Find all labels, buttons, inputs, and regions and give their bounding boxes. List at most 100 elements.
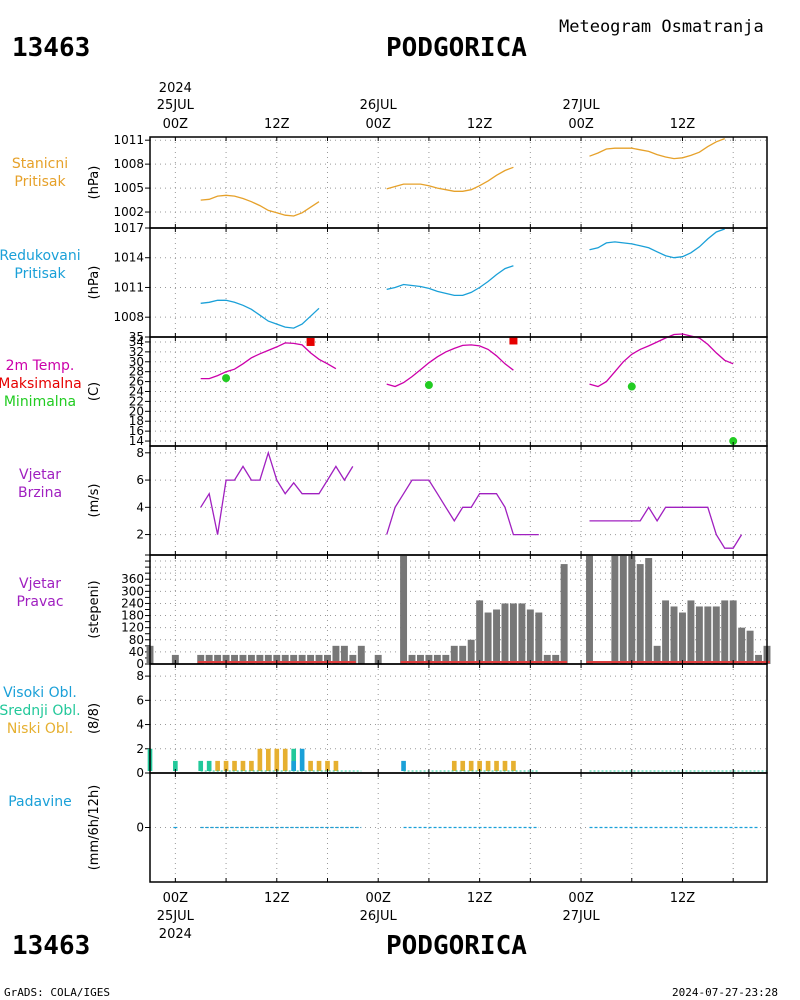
y-tick-label: 24 <box>129 385 144 399</box>
y-tick-label: 40 <box>129 645 144 659</box>
y-tick-label: 20 <box>129 404 144 418</box>
unit-label: (C) <box>87 382 102 401</box>
max-temp-marker <box>306 337 315 346</box>
panel-frame <box>149 136 768 229</box>
y-tick-label: 26 <box>129 375 144 389</box>
direction-bar <box>231 654 238 664</box>
direction-bar <box>501 603 509 664</box>
direction-bar <box>459 645 467 664</box>
direction-bar <box>433 654 441 664</box>
unit-label: (hPa) <box>87 266 102 300</box>
y-tick-label: 6 <box>136 473 144 487</box>
y-tick-label: 1011 <box>113 280 144 294</box>
direction-bar <box>467 639 475 664</box>
low-cloud-bar <box>451 760 457 771</box>
time-label-top: 00Z <box>568 117 594 132</box>
y-tick-label: 80 <box>129 633 144 647</box>
time-label-bottom: 2024 <box>159 927 192 942</box>
direction-bar <box>214 654 222 664</box>
time-label-bottom: 00Z <box>365 891 391 906</box>
min-temp-marker <box>729 437 738 446</box>
direction-bar <box>450 645 458 664</box>
time-label-top: 27JUL <box>562 98 600 113</box>
series-line <box>589 506 743 549</box>
low-cloud-bar <box>502 760 508 771</box>
side-label: Vjetar <box>19 576 61 592</box>
low-cloud-bar <box>223 760 229 771</box>
mid-cloud-bar <box>206 760 212 771</box>
y-tick-label: 0 <box>136 766 144 780</box>
station-name-top: PODGORICA <box>386 33 527 63</box>
side-label: Brzina <box>18 485 62 501</box>
direction-bar <box>442 654 450 664</box>
time-label-bottom: 12Z <box>670 891 696 906</box>
direction-bar <box>340 645 348 664</box>
direction-bar <box>264 654 272 664</box>
low-cloud-bar <box>266 748 271 771</box>
y-tick-label: 2 <box>136 528 144 542</box>
y-tick-label: 1005 <box>113 181 144 195</box>
time-axis-labels: 2024 25JUL 00Z 12Z 26JUL 00Z 12Z 27JUL 00Z 12Z 00Z… <box>157 81 696 942</box>
low-cloud-bar <box>468 760 474 771</box>
direction-bar <box>205 654 213 664</box>
y-tick-label: 34 <box>129 335 144 349</box>
direction-bar <box>425 654 433 664</box>
high-cloud-bar <box>299 748 305 771</box>
direction-bar <box>357 645 365 664</box>
direction-bar <box>518 603 526 664</box>
time-label-top: 12Z <box>467 117 493 132</box>
low-cloud-bar <box>333 760 339 771</box>
series-line <box>589 228 725 259</box>
time-label-bottom: 25JUL <box>157 909 195 924</box>
side-label: Vjetar <box>19 467 61 483</box>
series-line <box>200 342 337 380</box>
panels-group: 1002100510081011(hPa)StanicniPritisak100… <box>0 133 771 883</box>
y-tick-label: 0 <box>136 821 144 835</box>
side-label: Pritisak <box>14 266 66 282</box>
y-tick-label: 1002 <box>113 205 144 219</box>
low-cloud-bar <box>282 748 288 771</box>
low-cloud-bar <box>249 760 254 771</box>
unit-label: (mm/6h/12h) <box>87 785 102 871</box>
panel-station_pressure: 1002 1005 1008 1011 (hPa) Stanicni Pritisak <box>12 133 768 229</box>
min-temp-marker <box>627 382 636 391</box>
side-label: Pravac <box>16 594 63 610</box>
series-line <box>386 344 514 388</box>
direction-bar <box>670 606 678 664</box>
direction-bar <box>315 654 323 664</box>
low-cloud-bar <box>325 760 330 771</box>
direction-bar <box>645 558 653 664</box>
time-label-bottom: 12Z <box>264 891 290 906</box>
series-line <box>386 166 514 192</box>
low-cloud-bar <box>316 760 322 771</box>
mid-cloud-bar <box>198 760 204 771</box>
time-label-bottom: 00Z <box>568 891 594 906</box>
direction-bar <box>197 654 205 664</box>
time-label-bottom: 12Z <box>467 891 493 906</box>
direction-bar <box>560 564 568 664</box>
time-label-top: 25JUL <box>157 98 195 113</box>
panel-frame <box>149 663 768 774</box>
low-cloud-bar <box>511 760 516 771</box>
unit-label: (stepeni) <box>87 580 102 638</box>
series-line <box>200 299 320 329</box>
direction-bar <box>721 600 729 664</box>
min-temp-marker <box>222 374 231 383</box>
direction-bar <box>535 612 543 664</box>
direction-bar <box>738 627 746 664</box>
y-tick-label: 300 <box>121 584 144 598</box>
panel-frame <box>149 227 768 338</box>
series-line <box>200 194 320 217</box>
direction-bar <box>247 654 255 664</box>
mid-cloud-bar <box>291 748 297 771</box>
direction-bar <box>332 645 340 664</box>
y-tick-label: 360 <box>121 572 144 586</box>
panel-clouds: 0 2 4 6 8 (8/8) Visoki Obl. Srednji Obl. Niski O… <box>0 663 768 780</box>
direction-bar <box>509 603 517 664</box>
y-tick-label: 28 <box>129 365 144 379</box>
y-tick-label: 18 <box>129 414 144 428</box>
station-id-bottom: 13463 <box>12 931 90 961</box>
footer-right: 2024-07-27-23:28 <box>672 986 778 999</box>
